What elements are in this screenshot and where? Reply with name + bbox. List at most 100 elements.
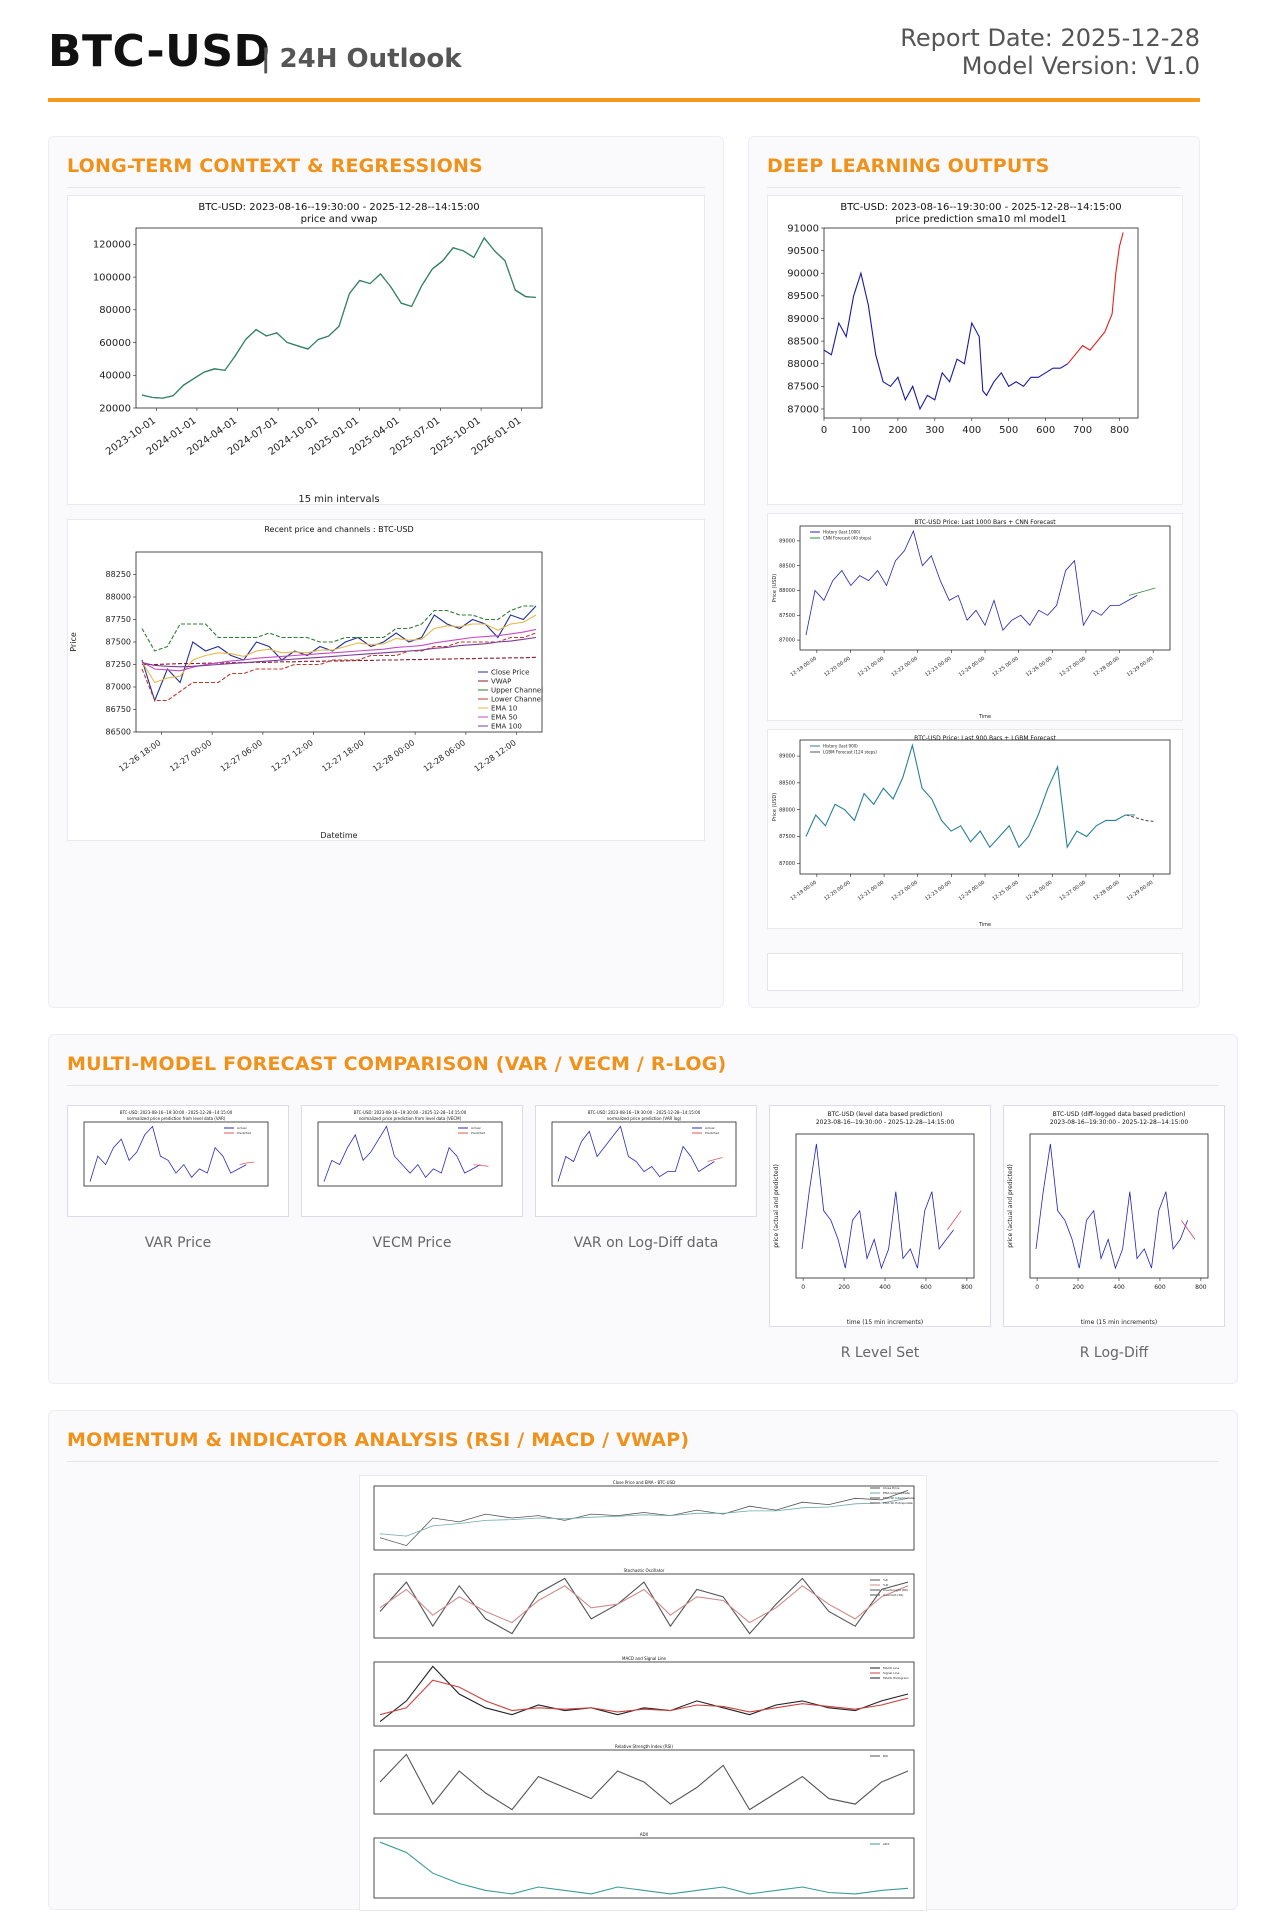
chart-title: BTC-USD: 2023-08-16--19:30:00 - 2025-12-…: [198, 202, 479, 213]
y-axis-label: price (actual and predicted): [773, 1164, 780, 1248]
legend-label: Predicted: [705, 1131, 719, 1135]
report-header: BTC-USD | 24H Outlook Report Date: 2025-…: [48, 22, 1200, 102]
x-tick-label: 12-28 06:00: [422, 738, 467, 773]
chart-title: ADX: [640, 1832, 649, 1837]
plot-frame: [551, 1121, 737, 1187]
section-divider: [67, 1461, 1219, 1462]
x-axis-label: 15 min intervals: [298, 494, 379, 505]
chart-title: Relative Strength Index (RSI): [615, 1744, 673, 1749]
chart-title: BTC-USD (diff-logged data based predicti…: [1053, 1111, 1186, 1118]
r-logdiff-thumbnail: BTC-USD (diff-logged data based predicti…: [1003, 1105, 1225, 1327]
chart-title: BTC-USD: 2023-08-16--19:30:00 - 2025-12-…: [120, 1110, 233, 1115]
y-axis-label: Price: [69, 632, 78, 652]
legend-label: Predicted: [237, 1131, 251, 1135]
y-tick-label: 89000: [779, 754, 795, 760]
y-tick-label: 87000: [787, 404, 819, 415]
r-level-thumbnail: BTC-USD (level data based prediction) 202…: [769, 1105, 991, 1327]
y-tick-label: 88500: [779, 781, 795, 787]
plot-frame: [799, 525, 1171, 651]
x-tick-label: 200: [888, 425, 907, 436]
chart-subtitle: normalized price prediction from level d…: [359, 1116, 462, 1121]
x-tick-label: 12-27 00:00: [1059, 880, 1087, 902]
legend-label: EMA 50: [491, 713, 517, 721]
plot-frame: [317, 1121, 503, 1187]
x-tick-label: 12-24 00:00: [958, 656, 986, 678]
series-line-rsi: [379, 1753, 909, 1811]
legend-label: Close Price: [883, 1486, 900, 1490]
long-term-panel: LONG-TERM CONTEXT & REGRESSIONS BTC-USD:…: [48, 136, 724, 1008]
x-tick-label: 12-28 00:00: [1092, 656, 1120, 678]
legend-label: EMA Intermediate: [883, 1491, 910, 1495]
series-line-close-price: [379, 1490, 909, 1547]
section-divider: [767, 187, 1181, 188]
plot-frame: [823, 227, 1139, 419]
chart-title: BTC-USD Price: Last 900 Bars + LGBM Fore…: [914, 735, 1056, 742]
plot-frame: [799, 739, 1171, 875]
y-tick-label: 87250: [106, 660, 131, 669]
price-vwap-chart: BTC-USD: 2023-08-16--19:30:00 - 2025-12-…: [67, 195, 705, 505]
chart-title: BTC-USD: 2023-08-16--19:30:00 - 2025-12-…: [354, 1110, 467, 1115]
series-line-history-last-900-: [805, 743, 1135, 849]
legend-label: EMA 100: [491, 722, 522, 730]
series-line-ema-10: [141, 614, 537, 684]
y-tick-label: 90500: [787, 246, 819, 257]
legend-label: Signal Line: [883, 1671, 900, 1675]
y-tick-label: 87000: [779, 638, 795, 644]
y-tick-label: 87000: [779, 861, 795, 867]
legend-label: Upper Channel: [491, 686, 543, 694]
x-tick-label: 12-19 00:00: [790, 656, 818, 678]
y-tick-label: 20000: [99, 403, 131, 414]
x-tick-label: 200: [1072, 1284, 1084, 1291]
y-tick-label: 88500: [779, 563, 795, 569]
var-price-thumbnail: BTC-USD: 2023-08-16--19:30:00 - 2025-12-…: [67, 1105, 289, 1217]
series-line--d: [379, 1585, 909, 1624]
series-line-predicted: [1180, 1220, 1196, 1240]
x-tick-label: 12-27 18:00: [320, 738, 365, 773]
series-line-upper-channel: [141, 605, 536, 652]
y-tick-label: 90000: [787, 269, 819, 280]
legend-label: Oversold (20): [883, 1593, 903, 1597]
multi-model-panel: MULTI-MODEL FORECAST COMPARISON (VAR / V…: [48, 1034, 1238, 1384]
series-line-close-price: [141, 605, 537, 703]
chart-title: Close Price and EMA - BTC-USD: [613, 1480, 675, 1485]
chart-title: BTC-USD: 2023-08-16--19:30:00 - 2025-12-…: [588, 1110, 701, 1115]
series-line-actual: [801, 1143, 954, 1270]
x-tick-label: 12-20 00:00: [823, 880, 851, 902]
plot-frame: [795, 1133, 975, 1279]
series-line-lgbm-forecast-124-steps-: [1126, 814, 1155, 823]
x-axis-label: time (15 min increments): [847, 1319, 924, 1326]
plot-frame: [373, 1573, 915, 1639]
series-line-actual: [557, 1125, 715, 1182]
legend-label: Actual: [471, 1126, 481, 1130]
legend-label: Close Price: [491, 668, 529, 676]
plot-frame: [373, 1485, 915, 1551]
series-line-predicted: [946, 1210, 962, 1231]
series-line-ema-50: [141, 628, 537, 672]
y-tick-label: 87500: [779, 613, 795, 619]
lgbm-forecast-chart: BTC-USD Price: Last 900 Bars + LGBM Fore…: [767, 729, 1183, 929]
x-tick-label: 12-22 00:00: [890, 880, 918, 902]
cnn-forecast-chart: BTC-USD Price: Last 1000 Bars + CNN Fore…: [767, 513, 1183, 721]
x-tick-label: 12-24 00:00: [958, 880, 986, 902]
section-title-deep-learning: DEEP LEARNING OUTPUTS: [767, 155, 1050, 177]
plot-frame: [1029, 1133, 1209, 1279]
x-tick-label: 400: [879, 1284, 891, 1291]
y-tick-label: 87000: [106, 683, 131, 692]
series-line-vwap: [141, 237, 537, 399]
legend-label: EMA Sh Extrapolate: [883, 1501, 913, 1505]
chart-subtitle: normalized price prediction from level d…: [127, 1116, 226, 1121]
y-tick-label: 88250: [106, 570, 131, 579]
y-tick-label: 89500: [787, 291, 819, 302]
series-line-cnn-forecast-40-steps-: [1128, 587, 1156, 596]
series-line-predicted: [239, 1161, 255, 1165]
x-tick-label: 600: [1154, 1284, 1166, 1291]
x-axis-label: Datetime: [320, 831, 357, 840]
sma10-ml-chart: BTC-USD: 2023-08-16--19:30:00 - 2025-12-…: [767, 195, 1183, 505]
ticker-title: BTC-USD: [48, 26, 271, 77]
legend-label: Predicted: [471, 1131, 485, 1135]
y-tick-label: 80000: [99, 305, 131, 316]
series-line-predicted: [473, 1164, 489, 1167]
y-tick-label: 40000: [99, 371, 131, 382]
chart-title: Stochastic Oscillator: [624, 1568, 665, 1573]
chart-title: Recent price and channels : BTC-USD: [264, 525, 413, 534]
